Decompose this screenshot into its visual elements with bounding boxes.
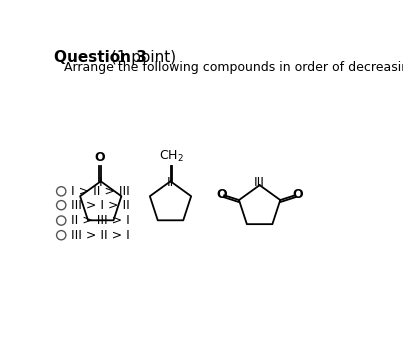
Text: I: I — [99, 176, 102, 189]
Text: II > III > I: II > III > I — [71, 214, 129, 227]
Text: III > I > II: III > I > II — [71, 199, 129, 212]
Text: I > II > III: I > II > III — [71, 185, 129, 198]
Text: CH$_2$: CH$_2$ — [159, 149, 184, 164]
Text: III: III — [254, 176, 265, 189]
Text: (1 point): (1 point) — [106, 50, 176, 66]
Text: Question 3: Question 3 — [54, 50, 147, 66]
Text: O: O — [94, 151, 105, 164]
Text: II: II — [167, 176, 174, 189]
Text: III > II > I: III > II > I — [71, 229, 129, 242]
Text: O: O — [216, 188, 226, 201]
Text: O: O — [293, 188, 303, 201]
Text: Arrange the following compounds in order of decreasing acidity.: Arrange the following compounds in order… — [64, 61, 403, 74]
